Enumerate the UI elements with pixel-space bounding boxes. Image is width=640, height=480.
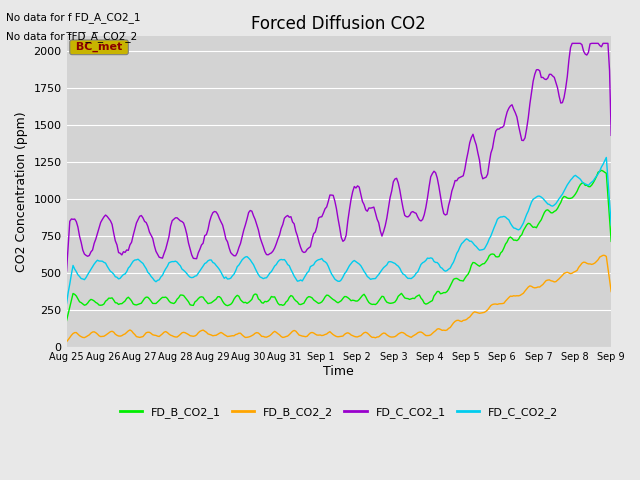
Y-axis label: CO2 Concentration (ppm): CO2 Concentration (ppm) [15,111,28,272]
X-axis label: Time: Time [323,364,354,378]
Title: Forced Diffusion CO2: Forced Diffusion CO2 [252,15,426,33]
Text: No data for f̅FD̅_A̅_CO2̅_2: No data for f̅FD̅_A̅_CO2̅_2 [6,31,138,42]
Text: No data for f FD_A_CO2_1: No data for f FD_A_CO2_1 [6,12,141,23]
Legend: FD_B_CO2_1, FD_B_CO2_2, FD_C_CO2_1, FD_C_CO2_2: FD_B_CO2_1, FD_B_CO2_2, FD_C_CO2_1, FD_C… [115,402,563,422]
Text: BC_met: BC_met [72,42,126,52]
